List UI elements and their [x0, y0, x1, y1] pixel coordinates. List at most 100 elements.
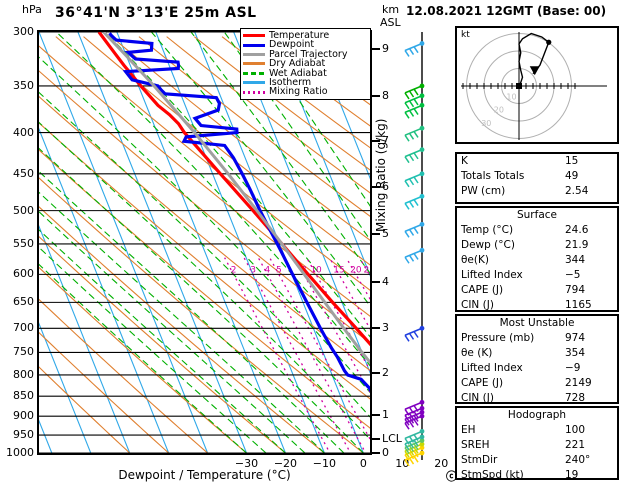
most-unstable-label: Lifted Index [461, 362, 523, 374]
legend-item-dry-adiabat: Dry Adiabat [243, 58, 368, 70]
temp-tick--10: −10 [312, 457, 336, 470]
height-tick-mark [372, 233, 380, 236]
svg-text:5: 5 [276, 265, 282, 275]
surface-value: −5 [565, 269, 581, 281]
surface-label: CAPE (J) [461, 284, 504, 296]
height-tick-mark [372, 280, 380, 283]
surface-label: Dewp (°C) [461, 239, 515, 251]
height-tick-mark [372, 452, 380, 454]
height-tick-7: 7 [382, 134, 389, 148]
hodograph-stat-value: 100 [565, 424, 586, 436]
legend-label: Parcel Trajectory [269, 48, 348, 60]
legend-item-temperature: Temperature [243, 31, 368, 40]
most-unstable-title: Most Unstable [499, 317, 575, 329]
legend-item-isotherm: Isotherm [243, 76, 368, 88]
indices-panel: K 15 Totals Totals 49 PW (cm) 2.54 [455, 152, 619, 204]
hodograph-stat-title: Hodograph [507, 409, 567, 421]
skewt-plot-area[interactable]: 2345810152025 [37, 30, 372, 455]
hodograph-unit-label: kt [461, 30, 470, 40]
surface-row: Dewp (°C) 21.9 [457, 238, 617, 253]
indices-row: K 15 [457, 154, 617, 169]
height-tick-mark [372, 371, 380, 374]
legend-item-parcel-trajectory: Parcel Trajectory [243, 48, 368, 60]
legend-label: Temperature [269, 30, 330, 41]
legend-label: Mixing Ratio [269, 86, 328, 98]
most-unstable-value: 354 [565, 347, 586, 359]
svg-text:25: 25 [363, 265, 370, 275]
most-unstable-label: CIN (J) [461, 392, 494, 404]
svg-text:3: 3 [250, 265, 256, 275]
hodograph-stat-row: SREH 221 [457, 438, 617, 453]
pressure-tick-900: 900 [13, 409, 34, 423]
temp-tick--20: −20 [273, 457, 298, 470]
surface-value: 1165 [565, 299, 592, 311]
indices-value: 2.54 [565, 185, 589, 197]
svg-text:10: 10 [506, 92, 516, 101]
most-unstable-row: Pressure (mb) 974 [457, 331, 617, 346]
height-axis-asl-label: ASL [380, 16, 401, 29]
hodograph-stat-label: EH [461, 424, 476, 436]
height-tick-3: 3 [382, 321, 389, 335]
hodograph-stat-row: StmDir 240° [457, 453, 617, 468]
indices-row: PW (cm) 2.54 [457, 184, 617, 199]
surface-label: Temp (°C) [461, 224, 514, 236]
height-tick-2: 2 [382, 365, 389, 379]
legend-swatch-icon [243, 71, 265, 75]
most-unstable-value: 974 [565, 332, 586, 344]
svg-text:20: 20 [494, 106, 504, 115]
hodograph-panel[interactable]: kt 10 20 30 [455, 26, 619, 144]
legend-item-dewpoint: Dewpoint [243, 40, 368, 50]
indices-row: Totals Totals 49 [457, 169, 617, 184]
most-unstable-row: θe (K) 354 [457, 346, 617, 361]
svg-text:20: 20 [350, 265, 362, 275]
pressure-tick-950: 950 [13, 428, 34, 442]
height-tick-9: 9 [382, 42, 389, 56]
surface-label: CIN (J) [461, 299, 494, 311]
height-tick-LCL: LCL [382, 431, 402, 445]
pressure-tick-650: 650 [13, 295, 34, 309]
surface-value: 21.9 [565, 239, 589, 251]
legend-item-mixing-ratio: Mixing Ratio [243, 86, 368, 98]
hodograph-stat-row: EH 100 [457, 423, 617, 438]
hodograph-stat-label: SREH [461, 439, 490, 451]
legend-swatch-icon [243, 62, 265, 66]
chart-legend: Temperature Dewpoint Parcel Trajectory Dry … [240, 28, 371, 100]
pressure-tick-800: 800 [13, 367, 34, 381]
hodograph-stat-value: 221 [565, 439, 586, 451]
height-tick-5: 5 [382, 227, 389, 241]
height-tick-mark [372, 94, 380, 97]
date-time-title: 12.08.2021 12GMT (Base: 00) [406, 4, 607, 18]
most-unstable-panel: Most Unstable Pressure (mb) 974 θe (K) 354 Li… [455, 314, 619, 404]
height-tick-mark [372, 414, 380, 417]
indices-label: Totals Totals [461, 170, 525, 182]
legend-label: Isotherm [269, 76, 312, 88]
surface-value: 344 [565, 254, 586, 266]
svg-text:30: 30 [481, 119, 491, 128]
most-unstable-label: Pressure (mb) [461, 332, 535, 344]
legend-label: Dry Adiabat [269, 58, 326, 70]
most-unstable-row: Lifted Index −9 [457, 361, 617, 376]
temp-tick-20: 20 [434, 457, 449, 470]
indices-value: 49 [565, 170, 579, 182]
pressure-tick-400: 400 [13, 125, 34, 139]
surface-row: CIN (J) 1165 [457, 298, 617, 313]
legend-swatch-icon [243, 34, 265, 38]
pressure-tick-700: 700 [13, 321, 34, 335]
hodograph-stat-value: 19 [565, 469, 579, 481]
height-tick-1: 1 [382, 408, 389, 422]
surface-row: CAPE (J) 794 [457, 283, 617, 298]
most-unstable-row: CAPE (J) 2149 [457, 376, 617, 391]
skewt-svg: 2345810152025 [39, 32, 370, 453]
pressure-tick-500: 500 [13, 203, 34, 217]
hodograph-stat-value: 240° [565, 454, 591, 466]
indices-value: 15 [565, 155, 579, 167]
svg-text:10: 10 [310, 265, 322, 275]
pressure-tick-350: 350 [13, 78, 34, 92]
hodograph-stat-label: StmSpd (kt) [461, 469, 524, 481]
height-tick-mark [372, 48, 380, 51]
pressure-tick-450: 450 [13, 166, 34, 180]
legend-swatch-icon [243, 52, 265, 56]
most-unstable-label: θe (K) [461, 347, 493, 359]
height-tick-mark [372, 437, 380, 440]
height-tick-mark [372, 186, 380, 189]
